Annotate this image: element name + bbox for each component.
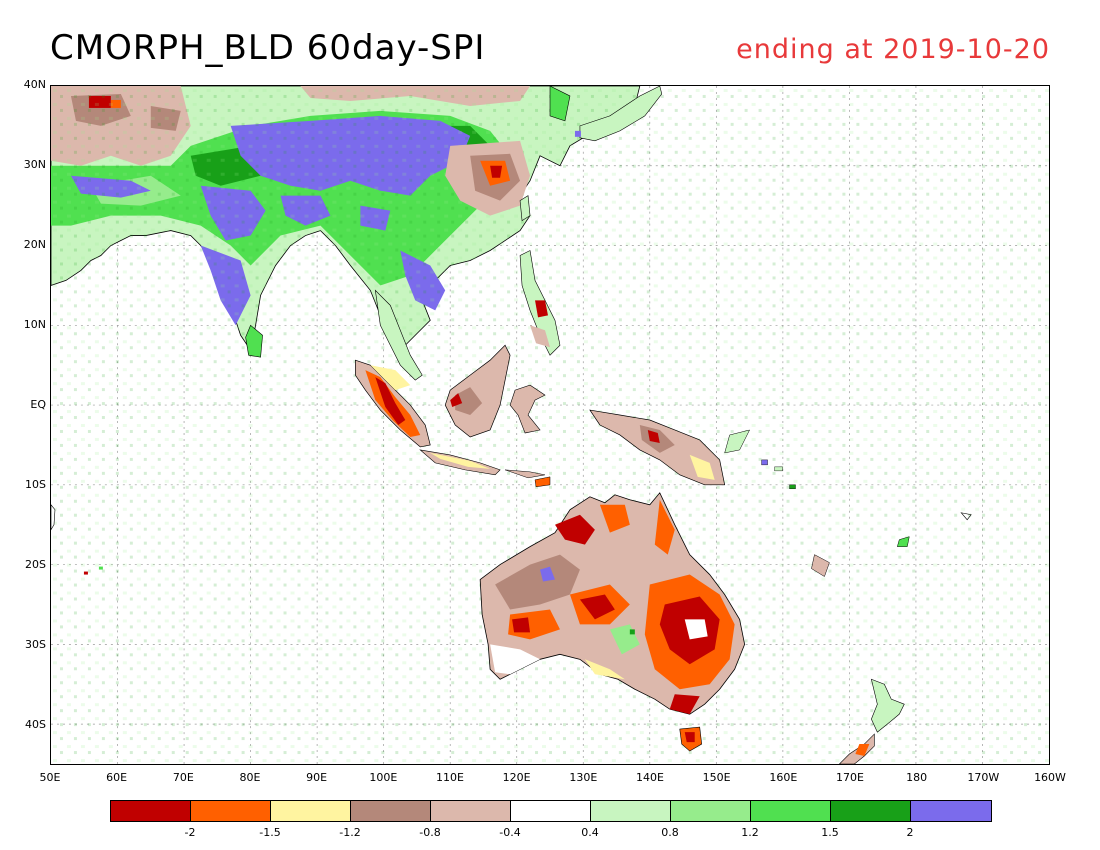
map-canvas bbox=[50, 85, 1049, 765]
longitude-label: 100E bbox=[369, 771, 398, 784]
longitude-label: 60E bbox=[106, 771, 128, 784]
latitude-label: 30N bbox=[23, 158, 46, 171]
colorbar-segment bbox=[111, 801, 191, 821]
colorbar-segment bbox=[911, 801, 991, 821]
colorbar-segment bbox=[831, 801, 911, 821]
colorbar-segment bbox=[511, 801, 591, 821]
latitude-label: 10S bbox=[25, 478, 46, 491]
colorbar-tick-label: 0.8 bbox=[661, 826, 679, 839]
latitude-label: 40S bbox=[25, 718, 46, 731]
colorbar-segment bbox=[271, 801, 351, 821]
australia bbox=[479, 492, 746, 752]
sumatra bbox=[355, 359, 431, 448]
new-zealand bbox=[838, 678, 905, 765]
colorbar-tick-label: 1.5 bbox=[821, 826, 839, 839]
longitude-label: 50E bbox=[39, 771, 61, 784]
colorbar-tick-label: -0.8 bbox=[419, 826, 441, 839]
malay-peninsula bbox=[374, 289, 423, 381]
sulawesi bbox=[509, 384, 546, 434]
map-title: CMORPH_BLD 60day-SPI bbox=[50, 28, 486, 68]
colorbar-segment bbox=[591, 801, 671, 821]
colorbar-segment bbox=[191, 801, 271, 821]
sri-lanka bbox=[245, 324, 263, 358]
latitude-label: 10N bbox=[23, 318, 46, 331]
colorbar-tick-label: -0.4 bbox=[499, 826, 521, 839]
colorbar-tick-label: -2 bbox=[184, 826, 196, 839]
colorbar-tick-label: -1.5 bbox=[259, 826, 281, 839]
colorbar-tick-label: 2 bbox=[906, 826, 914, 839]
longitude-label: 140E bbox=[636, 771, 664, 784]
colorbar-segment bbox=[431, 801, 511, 821]
latitude-label: 40N bbox=[23, 78, 46, 91]
latitude-label: 20N bbox=[23, 238, 46, 251]
longitude-label: 180 bbox=[906, 771, 928, 784]
map-panel bbox=[50, 85, 1050, 765]
colorbar-segment bbox=[751, 801, 831, 821]
longitude-label: 170W bbox=[967, 771, 1000, 784]
longitude-label: 160W bbox=[1034, 771, 1066, 784]
colorbar-tick-label: -1.2 bbox=[339, 826, 361, 839]
latitude-label: 30S bbox=[25, 638, 46, 651]
longitude-label: 80E bbox=[239, 771, 261, 784]
colorbar bbox=[110, 800, 992, 822]
pacific-islands bbox=[83, 459, 972, 577]
latitude-label: EQ bbox=[30, 398, 46, 411]
colorbar-tick-label: 0.4 bbox=[581, 826, 599, 839]
longitude-label: 130E bbox=[569, 771, 598, 784]
colorbar-tick-label: 1.2 bbox=[741, 826, 759, 839]
map-date-subtitle: ending at 2019-10-20 bbox=[736, 34, 1050, 65]
longitude-label: 110E bbox=[436, 771, 464, 784]
colorbar-segment bbox=[351, 801, 431, 821]
latitude-label: 20S bbox=[25, 558, 46, 571]
longitude-label: 70E bbox=[172, 771, 194, 784]
colorbar-segment bbox=[671, 801, 751, 821]
longitude-label: 120E bbox=[502, 771, 531, 784]
java-lesser-sunda bbox=[419, 449, 551, 488]
longitude-label: 90E bbox=[306, 771, 328, 784]
longitude-label: 150E bbox=[702, 771, 731, 784]
longitude-label: 170E bbox=[836, 771, 864, 784]
borneo bbox=[444, 344, 511, 438]
longitude-label: 160E bbox=[769, 771, 798, 784]
philippines bbox=[519, 195, 561, 356]
new-guinea bbox=[589, 409, 751, 486]
asia-landmass bbox=[50, 85, 1049, 764]
